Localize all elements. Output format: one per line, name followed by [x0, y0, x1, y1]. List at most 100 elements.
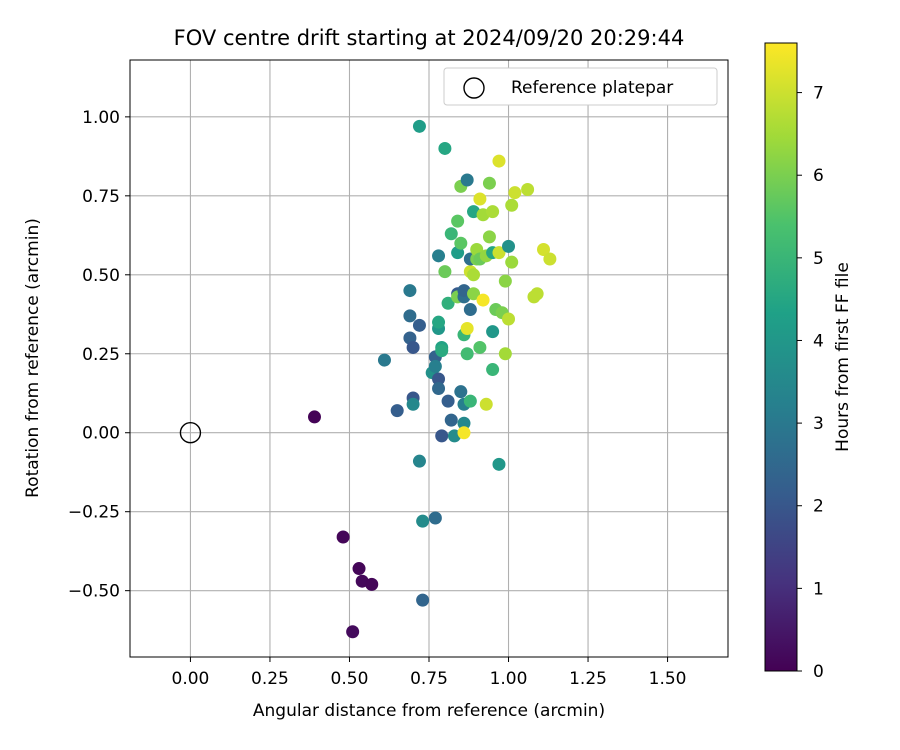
data-point — [505, 198, 519, 212]
data-point — [307, 410, 321, 424]
data-point — [508, 186, 522, 200]
x-tick-label: 0.75 — [410, 669, 448, 689]
data-point — [416, 593, 430, 607]
data-point — [365, 577, 379, 591]
data-point — [530, 287, 544, 301]
data-point — [403, 284, 417, 298]
colorbar-tick-label: 2 — [813, 497, 824, 517]
legend-reference-label: Reference platepar — [511, 78, 673, 98]
x-tick-label: 1.25 — [569, 669, 607, 689]
colorbar: 0 1 2 3 4 5 6 7 Hours from first FF file — [764, 42, 853, 682]
data-point — [438, 141, 452, 155]
data-point — [482, 176, 496, 190]
colorbar-tick-label: 5 — [813, 249, 824, 269]
x-axis-label: Angular distance from reference (arcmin) — [253, 701, 605, 721]
data-point — [463, 303, 477, 317]
colorbar-tick-label: 1 — [813, 579, 824, 599]
data-point — [476, 293, 490, 307]
colorbar-tick-label: 6 — [813, 166, 824, 186]
y-tick-label: 0.00 — [82, 424, 120, 444]
data-point — [454, 236, 468, 250]
data-point — [460, 321, 474, 335]
data-point — [457, 426, 471, 440]
data-point — [438, 265, 452, 279]
x-tick-label: 0.50 — [331, 669, 369, 689]
data-point — [352, 562, 366, 576]
data-point — [479, 397, 493, 411]
data-point — [403, 309, 417, 323]
colorbar-tick-label: 7 — [813, 84, 824, 104]
data-point — [486, 363, 500, 377]
y-tick-label: 0.50 — [82, 266, 120, 286]
data-point — [537, 243, 551, 257]
data-point — [502, 239, 516, 253]
y-tick-label: 0.25 — [82, 345, 120, 365]
data-point — [486, 205, 500, 219]
chart-title: FOV centre drift starting at 2024/09/20 … — [174, 26, 685, 50]
data-point — [428, 359, 442, 373]
data-point — [336, 530, 350, 544]
data-point — [473, 340, 487, 354]
data-point — [460, 173, 474, 187]
data-point — [498, 274, 512, 288]
data-point — [498, 347, 512, 361]
y-tick-label: −0.50 — [68, 582, 120, 602]
data-point — [473, 192, 487, 206]
data-point — [460, 347, 474, 361]
data-point — [482, 230, 496, 244]
colorbar-tick-label: 4 — [813, 331, 824, 351]
colorbar-ticks: 0 1 2 3 4 5 6 7 — [797, 84, 824, 682]
data-point — [492, 154, 506, 168]
y-axis-label: Rotation from reference (arcmin) — [23, 218, 43, 498]
x-tick-label: 0.00 — [172, 669, 210, 689]
data-point — [492, 246, 506, 260]
data-point — [412, 119, 426, 133]
data-point — [377, 353, 391, 367]
data-point — [457, 416, 471, 430]
x-axis-ticks: 0.00 0.25 0.50 0.75 1.00 1.25 1.50 — [172, 657, 687, 689]
x-tick-label: 0.25 — [251, 669, 289, 689]
y-axis-ticks: −0.50 −0.25 0.00 0.25 0.50 0.75 1.00 — [68, 108, 130, 602]
colorbar-label: Hours from first FF file — [833, 262, 853, 452]
data-point — [441, 394, 455, 408]
data-point — [435, 429, 449, 443]
data-point — [432, 315, 446, 329]
data-point — [432, 382, 446, 396]
data-point — [467, 287, 481, 301]
data-point — [416, 514, 430, 528]
data-point — [467, 268, 481, 282]
colorbar-tick-label: 0 — [813, 662, 824, 682]
data-point — [444, 227, 458, 241]
y-tick-label: 0.75 — [82, 187, 120, 207]
data-point — [390, 404, 404, 418]
data-point — [463, 394, 477, 408]
x-tick-label: 1.50 — [649, 669, 687, 689]
data-point — [454, 385, 468, 399]
legend-reference-marker-icon — [463, 77, 485, 99]
data-point — [486, 325, 500, 339]
reference-layer — [179, 422, 202, 444]
reference-point-marker — [179, 422, 202, 444]
data-point — [432, 372, 446, 386]
data-point — [412, 318, 426, 332]
data-point — [441, 296, 455, 310]
data-point — [435, 344, 449, 358]
y-tick-label: 1.00 — [82, 108, 120, 128]
data-point — [406, 397, 420, 411]
legend: Reference platepar — [443, 67, 718, 106]
data-point — [502, 312, 516, 326]
data-point — [428, 511, 442, 525]
data-point — [505, 255, 519, 269]
data-point — [432, 249, 446, 263]
data-point — [492, 457, 506, 471]
colorbar-tick-label: 3 — [813, 414, 824, 434]
data-point — [451, 214, 465, 228]
data-point — [521, 183, 535, 197]
data-point — [346, 625, 360, 639]
colorbar-gradient — [764, 42, 798, 672]
data-point — [444, 413, 458, 427]
y-tick-label: −0.25 — [68, 503, 120, 523]
data-point — [543, 252, 557, 266]
data-point — [412, 454, 426, 468]
